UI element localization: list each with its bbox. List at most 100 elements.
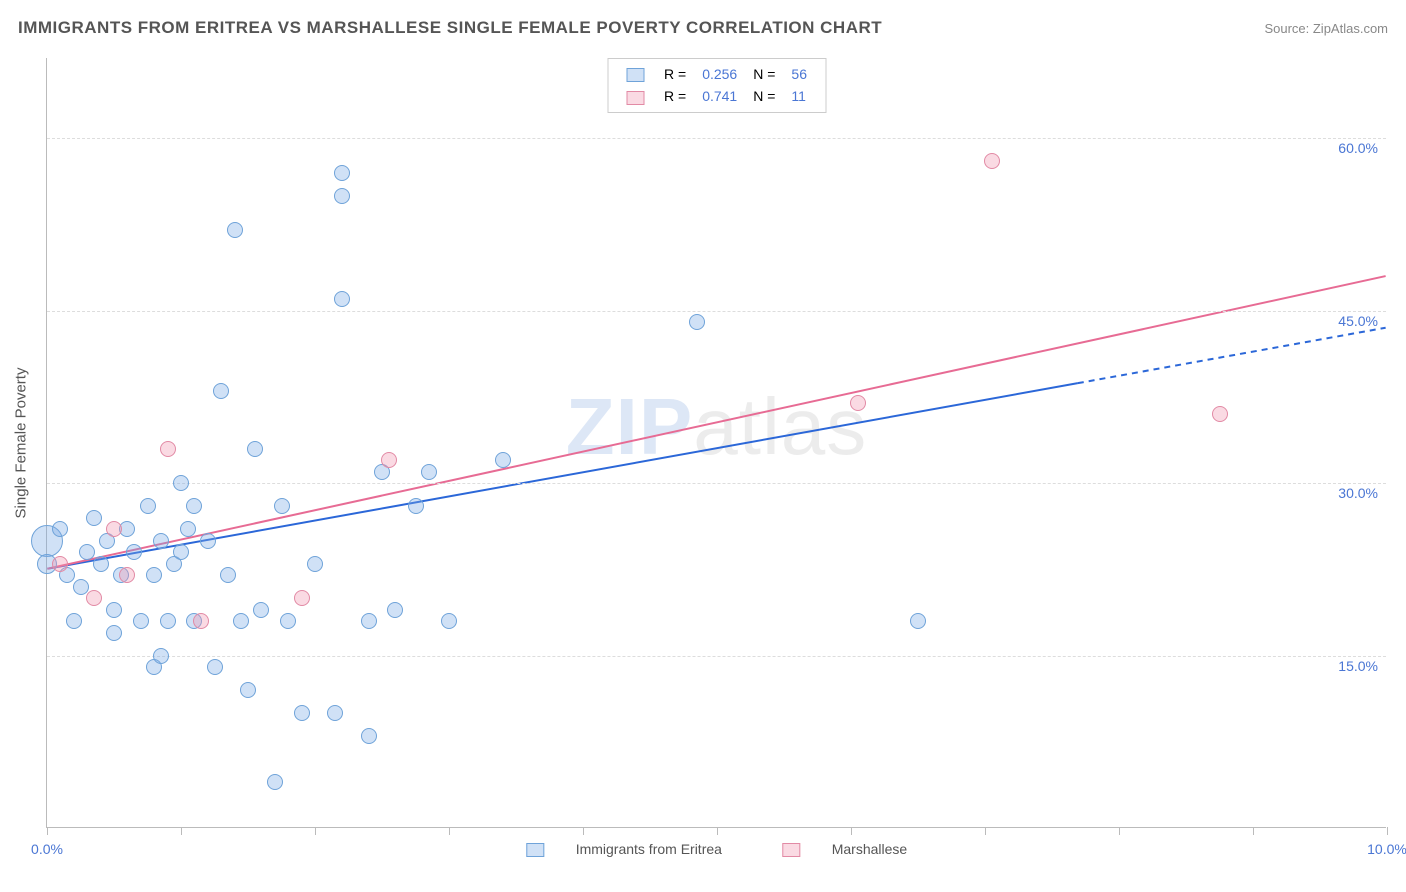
data-point-eritrea xyxy=(186,498,202,514)
x-tick xyxy=(1253,827,1254,835)
x-tick-label: 0.0% xyxy=(31,841,63,857)
legend-bottom: Immigrants from Eritrea Marshallese xyxy=(498,841,935,857)
y-tick-label: 45.0% xyxy=(1338,313,1378,329)
x-tick xyxy=(47,827,48,835)
data-point-eritrea xyxy=(220,567,236,583)
data-point-marshallese xyxy=(86,590,102,606)
legend-label-eritrea: Immigrants from Eritrea xyxy=(576,841,722,857)
r-value-marshallese: 0.741 xyxy=(694,85,745,107)
data-point-eritrea xyxy=(233,613,249,629)
data-point-eritrea xyxy=(253,602,269,618)
source-label: Source: ZipAtlas.com xyxy=(1264,21,1388,36)
data-point-eritrea xyxy=(294,705,310,721)
data-point-eritrea xyxy=(361,728,377,744)
data-point-eritrea xyxy=(334,291,350,307)
data-point-eritrea xyxy=(153,533,169,549)
data-point-eritrea xyxy=(173,475,189,491)
y-tick-label: 30.0% xyxy=(1338,485,1378,501)
data-point-eritrea xyxy=(334,188,350,204)
data-point-marshallese xyxy=(160,441,176,457)
data-point-marshallese xyxy=(294,590,310,606)
r-value-eritrea: 0.256 xyxy=(694,63,745,85)
data-point-eritrea xyxy=(267,774,283,790)
data-point-eritrea xyxy=(495,452,511,468)
y-tick-label: 60.0% xyxy=(1338,140,1378,156)
swatch-marshallese xyxy=(626,91,644,105)
n-value-marshallese: 11 xyxy=(783,85,815,107)
legend-stats: R = 0.256 N = 56 R = 0.741 N = 11 xyxy=(607,58,826,113)
r-label: R = xyxy=(656,85,694,107)
x-tick xyxy=(717,827,718,835)
x-tick xyxy=(985,827,986,835)
x-tick xyxy=(1387,827,1388,835)
data-point-eritrea xyxy=(173,544,189,560)
data-point-eritrea xyxy=(52,521,68,537)
data-point-marshallese xyxy=(119,567,135,583)
data-point-eritrea xyxy=(106,625,122,641)
data-point-eritrea xyxy=(421,464,437,480)
chart-title: IMMIGRANTS FROM ERITREA VS MARSHALLESE S… xyxy=(18,18,882,38)
gridline-h xyxy=(47,138,1386,139)
data-point-eritrea xyxy=(361,613,377,629)
data-point-marshallese xyxy=(106,521,122,537)
data-point-eritrea xyxy=(140,498,156,514)
data-point-eritrea xyxy=(180,521,196,537)
legend-row-eritrea: R = 0.256 N = 56 xyxy=(618,63,815,85)
legend-row-marshallese: R = 0.741 N = 11 xyxy=(618,85,815,107)
data-point-eritrea xyxy=(327,705,343,721)
data-point-marshallese xyxy=(193,613,209,629)
data-point-eritrea xyxy=(126,544,142,560)
x-tick xyxy=(315,827,316,835)
swatch-eritrea xyxy=(626,68,644,82)
data-point-eritrea xyxy=(153,648,169,664)
data-point-eritrea xyxy=(910,613,926,629)
data-point-eritrea xyxy=(274,498,290,514)
data-point-eritrea xyxy=(146,567,162,583)
data-point-eritrea xyxy=(247,441,263,457)
data-point-eritrea xyxy=(408,498,424,514)
data-point-eritrea xyxy=(160,613,176,629)
data-point-eritrea xyxy=(66,613,82,629)
data-point-eritrea xyxy=(387,602,403,618)
data-point-eritrea xyxy=(227,222,243,238)
trendline-dashed-eritrea xyxy=(1078,328,1386,383)
n-label: N = xyxy=(745,63,783,85)
data-point-marshallese xyxy=(984,153,1000,169)
gridline-h xyxy=(47,311,1386,312)
data-point-eritrea xyxy=(207,659,223,675)
y-axis-title: Single Female Poverty xyxy=(13,367,30,518)
trendline-marshallese xyxy=(47,276,1385,569)
y-tick-label: 15.0% xyxy=(1338,658,1378,674)
gridline-h xyxy=(47,656,1386,657)
x-tick xyxy=(181,827,182,835)
swatch-marshallese-bottom xyxy=(782,843,800,857)
swatch-eritrea-bottom xyxy=(526,843,544,857)
data-point-eritrea xyxy=(200,533,216,549)
x-tick-label: 10.0% xyxy=(1367,841,1406,857)
n-label: N = xyxy=(745,85,783,107)
data-point-eritrea xyxy=(93,556,109,572)
gridline-h xyxy=(47,483,1386,484)
data-point-eritrea xyxy=(240,682,256,698)
data-point-eritrea xyxy=(73,579,89,595)
data-point-marshallese xyxy=(52,556,68,572)
data-point-eritrea xyxy=(133,613,149,629)
x-tick xyxy=(851,827,852,835)
data-point-marshallese xyxy=(381,452,397,468)
x-tick xyxy=(449,827,450,835)
data-point-eritrea xyxy=(213,383,229,399)
data-point-eritrea xyxy=(106,602,122,618)
data-point-eritrea xyxy=(441,613,457,629)
legend-label-marshallese: Marshallese xyxy=(832,841,907,857)
plot-area: Single Female Poverty ZIPatlas R = 0.256… xyxy=(46,58,1386,828)
data-point-marshallese xyxy=(850,395,866,411)
data-point-eritrea xyxy=(689,314,705,330)
x-tick xyxy=(1119,827,1120,835)
legend-item-marshallese: Marshallese xyxy=(768,841,921,857)
data-point-eritrea xyxy=(307,556,323,572)
r-label: R = xyxy=(656,63,694,85)
data-point-eritrea xyxy=(334,165,350,181)
data-point-marshallese xyxy=(1212,406,1228,422)
n-value-eritrea: 56 xyxy=(783,63,815,85)
data-point-eritrea xyxy=(280,613,296,629)
